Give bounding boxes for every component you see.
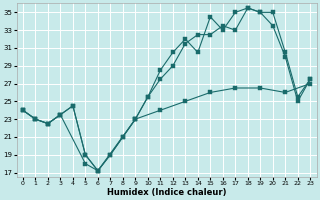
X-axis label: Humidex (Indice chaleur): Humidex (Indice chaleur): [107, 188, 226, 197]
